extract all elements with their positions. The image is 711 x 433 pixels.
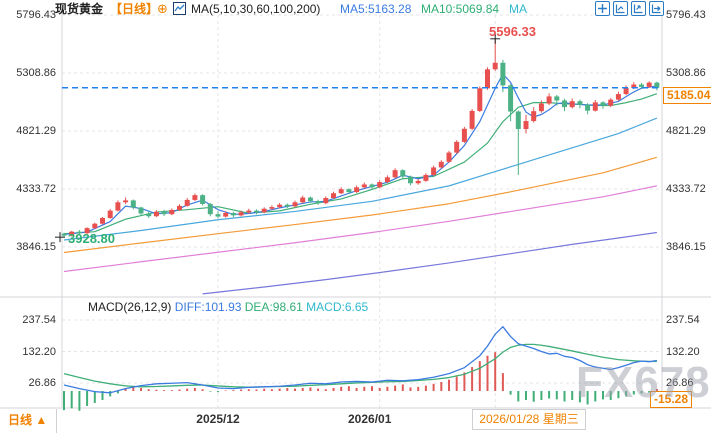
current-date-label: 2026/01/28 星期三	[472, 409, 586, 430]
zoom-chart-icon[interactable]	[631, 1, 646, 16]
macd-axis-tick: 132.20	[666, 346, 700, 358]
price-axis-tick: 4821.29	[666, 125, 706, 137]
tab-daily-period[interactable]: 日线 ▲	[0, 409, 57, 433]
ma10-value: MA10:5069.84	[421, 2, 500, 16]
crosshair-icon[interactable]	[595, 1, 610, 16]
chart-type-icon[interactable]	[173, 2, 186, 18]
symbol-name: 现货黄金	[55, 2, 104, 16]
macd-axis-tick: 237.54	[666, 314, 700, 326]
price-axis-tick: 5796.43	[666, 9, 706, 21]
chevron-up-icon: ▲	[35, 413, 48, 427]
add-indicator-icon[interactable]: ⊕	[157, 1, 168, 16]
price-axis-tick: 5796.43	[16, 9, 56, 21]
low-price-annotation: 3928.80	[68, 231, 115, 246]
price-axis-tick: 4821.29	[16, 125, 56, 137]
chart-toolbar	[595, 1, 664, 16]
export-chart-icon[interactable]	[649, 1, 664, 16]
macd-macd-value: MACD:6.65	[306, 300, 369, 314]
price-axis-tick: 3846.15	[16, 241, 56, 253]
macd-dea-value: DEA:98.61	[244, 300, 303, 314]
ma-settings-label: MA(5,10,30,60,100,200)	[191, 2, 321, 16]
price-axis-tick: 3846.15	[666, 241, 706, 253]
macd-axis-tick: 26.86	[28, 377, 56, 389]
price-axis-tick: 5308.86	[666, 67, 706, 79]
high-price-annotation: 5596.33	[489, 24, 536, 39]
price-axis-tick: 4333.72	[16, 183, 56, 195]
macd-indicator-header: MACD(26,12,9) DIFF:101.93 DEA:98.61 MACD…	[88, 300, 368, 315]
macd-axis-tick: 26.86	[666, 377, 694, 389]
x-axis-label-jan: 2026/01	[348, 412, 392, 426]
last-price-tag: 5185.04	[663, 87, 711, 104]
period-tag: 【日线】	[110, 2, 159, 16]
price-axis-tick: 5308.86	[16, 67, 56, 79]
macd-title: MACD(26,12,9)	[88, 300, 172, 314]
macd-axis-tick: 237.54	[22, 314, 56, 326]
macd-axis-tick: 132.20	[22, 346, 56, 358]
tab-daily-label: 日线	[8, 413, 33, 427]
macd-diff-value: DIFF:101.93	[174, 300, 242, 314]
range-zoom-icon[interactable]	[613, 1, 628, 16]
ma5-value: MA5:5163.28	[340, 2, 412, 16]
price-axis-tick: 4333.72	[666, 183, 706, 195]
x-axis-label-dec: 2025/12	[196, 412, 240, 426]
macd-value-tag: -15.28	[650, 391, 693, 408]
ma-more-value: MA	[509, 2, 527, 16]
